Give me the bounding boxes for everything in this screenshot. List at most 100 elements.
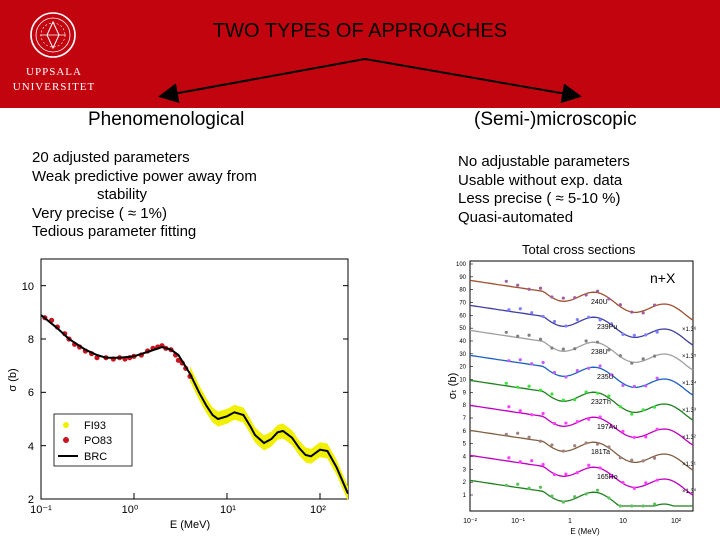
heading-phenomenological: Phenomenological [88, 109, 245, 130]
x-tick-label: 1 [568, 518, 572, 525]
data-point [573, 495, 577, 499]
data-point [632, 333, 636, 337]
data-point [630, 310, 634, 314]
logo-line-2: UNIVERSITET [12, 81, 96, 93]
series-line [469, 304, 694, 346]
data-point [655, 330, 659, 334]
data-point [518, 307, 522, 311]
data-point [541, 411, 545, 416]
data-point [598, 466, 602, 470]
data-point [504, 279, 508, 283]
data-point [644, 333, 648, 337]
y-tick-label: 8 [28, 334, 34, 346]
series-line [469, 329, 694, 371]
data-point [530, 459, 534, 463]
data-point [652, 303, 657, 307]
x-tick-label: 10² [310, 504, 326, 516]
y-tick-label: 9 [463, 390, 467, 396]
x-axis-label: E (MeV) [570, 527, 600, 536]
x-axis-label: E (MeV) [170, 519, 210, 531]
data-point [573, 296, 577, 300]
data-point [573, 444, 577, 448]
y-tick-label: 6 [463, 429, 467, 435]
x-tick-label: 10⁻¹ [511, 518, 525, 525]
data-point [564, 472, 568, 476]
series-line [469, 279, 694, 321]
arrow-right [364, 58, 582, 104]
data-point [507, 359, 511, 363]
data-point [598, 415, 602, 419]
legend-marker-po83 [63, 437, 69, 443]
data-point [516, 283, 520, 287]
y-tick-label: 20 [459, 365, 466, 371]
data-point [618, 456, 622, 460]
data-point [655, 478, 659, 482]
data-point [655, 427, 659, 431]
data-point [621, 332, 625, 337]
list-item: 20 adjusted parameters [32, 149, 190, 166]
data-point [575, 470, 579, 475]
curve-label: 197Au [597, 424, 617, 431]
curve-label: 240U [591, 299, 608, 306]
data-point [550, 443, 554, 447]
data-point-po83 [175, 357, 181, 363]
scale-label: ×1.3⁵ [682, 353, 697, 360]
data-point [530, 362, 534, 366]
data-point [595, 488, 600, 492]
y-tick-label: 40 [459, 339, 466, 345]
data-point [527, 333, 531, 337]
data-point [550, 295, 554, 299]
data-point [598, 364, 602, 368]
data-point [607, 348, 611, 352]
data-point [516, 431, 520, 435]
data-point [541, 462, 545, 467]
university-seal-icon [30, 12, 76, 58]
data-point [518, 409, 522, 413]
data-point [527, 287, 531, 291]
data-point [552, 472, 557, 477]
data-point [561, 347, 565, 351]
y-tick-label: 10 [22, 281, 34, 293]
data-point [618, 303, 622, 307]
chart-caption: Total cross sections [522, 242, 636, 257]
data-point [630, 504, 634, 508]
y-tick-label: 50 [459, 326, 466, 332]
data-point [552, 370, 557, 375]
data-point [618, 405, 622, 409]
data-point [516, 385, 520, 389]
left-list: 20 adjusted parameters Weak predictive p… [32, 149, 257, 242]
scale-label: ×1.3⁰ [682, 488, 697, 495]
scale-label: ×1.3³ [682, 408, 696, 414]
microscopic-chart: 100 90 80 70 60 50 40 30 20 10 9 8 7 6 5 4 3 2 1 240U 239Pu… [447, 260, 697, 536]
arrow-left [158, 58, 366, 103]
heading-semi-microscopic: (Semi-)microscopic [474, 109, 637, 130]
data-point [644, 435, 648, 439]
data-point [609, 322, 614, 326]
y-tick-label: 80 [459, 288, 466, 294]
data-point [607, 445, 611, 449]
data-point [550, 346, 554, 350]
series-line [469, 404, 694, 446]
data-point [527, 486, 531, 490]
data-point [504, 330, 508, 334]
y-tick-label: 3 [463, 467, 467, 473]
data-point [584, 339, 588, 343]
list-item: Quasi-automated [458, 208, 574, 226]
data-point [621, 480, 625, 485]
data-point [644, 384, 648, 388]
data-point [538, 485, 543, 489]
slide-title: TWO TYPES OF APPROACHES [212, 20, 508, 42]
header-bar [0, 0, 720, 108]
data-point [621, 383, 625, 388]
series-line [469, 479, 693, 507]
legend-label-po83: PO83 [84, 435, 112, 447]
data-point [575, 317, 579, 322]
legend-marker-fi93 [63, 422, 69, 428]
data-point [587, 315, 591, 319]
data-point [618, 504, 622, 508]
curve-label: 232Th [591, 399, 611, 406]
list-item: Usable without exp. data [458, 171, 623, 189]
data-point [564, 324, 568, 328]
data-point [652, 456, 657, 460]
data-point [630, 361, 634, 365]
